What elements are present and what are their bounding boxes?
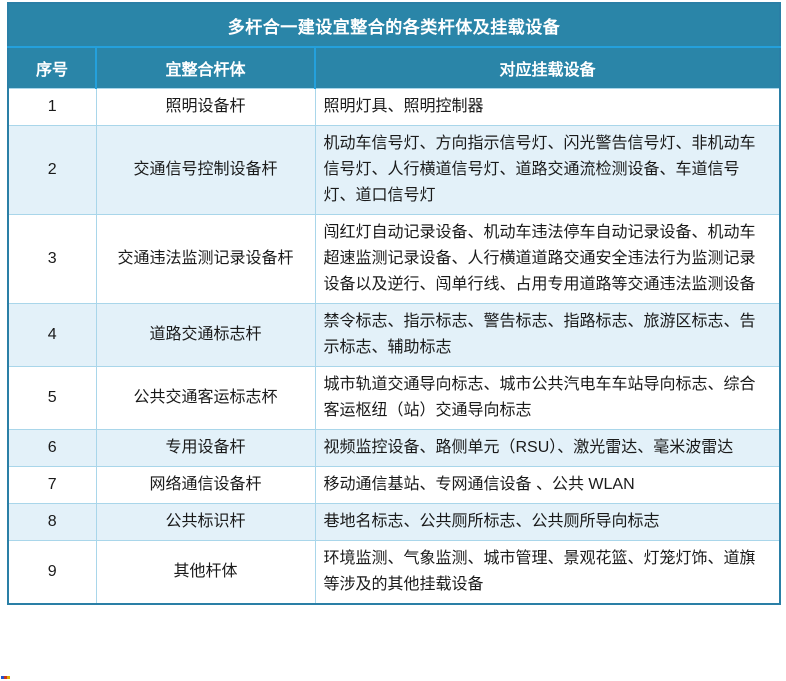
row-index-cell: 7	[7, 466, 97, 504]
devices-cell: 环境监测、气象监测、城市管理、景观花篮、灯笼灯饰、道旗等涉及的其他挂载设备	[314, 540, 781, 605]
row-index-cell: 9	[7, 540, 97, 605]
pole-type-cell: 交通违法监测记录设备杆	[95, 214, 316, 304]
table-row: 9 其他杆体 环境监测、气象监测、城市管理、景观花篮、灯笼灯饰、道旗等涉及的其他…	[7, 540, 781, 605]
devices-cell: 视频监控设备、路侧单元（RSU）、激光雷达、毫米波雷达	[314, 429, 781, 467]
col-header-devices: 对应挂载设备	[314, 47, 780, 89]
pole-type-cell: 公共标识杆	[95, 503, 316, 541]
table-title: 多杆合一建设宜整合的各类杆体及挂载设备	[8, 3, 780, 48]
table-row: 6 专用设备杆 视频监控设备、路侧单元（RSU）、激光雷达、毫米波雷达	[7, 429, 781, 467]
devices-cell: 移动通信基站、专网通信设备 、公共 WLAN	[314, 466, 781, 504]
pole-integration-table: 多杆合一建设宜整合的各类杆体及挂载设备 序号 宜整合杆体 对应挂载设备 1 照明…	[7, 2, 781, 605]
row-index-cell: 5	[7, 366, 97, 430]
row-index-cell: 2	[7, 125, 97, 215]
row-index-cell: 8	[7, 503, 97, 541]
table-row: 8 公共标识杆 巷地名标志、公共厕所标志、公共厕所导向标志	[7, 503, 781, 541]
pole-type-cell: 公共交通客运标志杯	[95, 366, 316, 430]
col-header-pole-type: 宜整合杆体	[95, 47, 315, 89]
table-row: 4 道路交通标志杆 禁令标志、指示标志、警告标志、指路标志、旅游区标志、告示标志…	[7, 303, 781, 367]
table-row: 2 交通信号控制设备杆 机动车信号灯、方向指示信号灯、闪光警告信号灯、非机动车信…	[7, 125, 781, 215]
devices-cell: 禁令标志、指示标志、警告标志、指路标志、旅游区标志、告示标志、辅助标志	[314, 303, 781, 367]
row-index-cell: 1	[7, 88, 97, 126]
table-row: 3 交通违法监测记录设备杆 闯红灯自动记录设备、机动车违法停车自动记录设备、机动…	[7, 214, 781, 304]
devices-cell: 巷地名标志、公共厕所标志、公共厕所导向标志	[314, 503, 781, 541]
pole-type-cell: 交通信号控制设备杆	[95, 125, 316, 215]
table-row: 7 网络通信设备杆 移动通信基站、专网通信设备 、公共 WLAN	[7, 466, 781, 504]
title-row: 多杆合一建设宜整合的各类杆体及挂载设备	[8, 3, 780, 48]
header-row: 序号 宜整合杆体 对应挂载设备	[8, 47, 780, 89]
pole-type-cell: 网络通信设备杆	[95, 466, 316, 504]
devices-cell: 照明灯具、照明控制器	[314, 88, 781, 126]
row-index-cell: 4	[7, 303, 97, 367]
pole-type-cell: 道路交通标志杆	[95, 303, 316, 367]
devices-cell: 城市轨道交通导向标志、城市公共汽电车车站导向标志、综合客运枢纽（站）交通导向标志	[314, 366, 781, 430]
col-header-index: 序号	[8, 47, 96, 89]
devices-cell: 闯红灯自动记录设备、机动车违法停车自动记录设备、机动车超速监测记录设备、人行横道…	[314, 214, 781, 304]
pole-type-cell: 照明设备杆	[95, 88, 316, 126]
table-row: 1 照明设备杆 照明灯具、照明控制器	[7, 88, 781, 126]
devices-cell: 机动车信号灯、方向指示信号灯、闪光警告信号灯、非机动车信号灯、人行横道信号灯、道…	[314, 125, 781, 215]
pole-type-cell: 专用设备杆	[95, 429, 316, 467]
pole-type-cell: 其他杆体	[95, 540, 316, 605]
row-index-cell: 3	[7, 214, 97, 304]
row-index-cell: 6	[7, 429, 97, 467]
artifact-mark	[1, 676, 10, 679]
table-row: 5 公共交通客运标志杯 城市轨道交通导向标志、城市公共汽电车车站导向标志、综合客…	[7, 366, 781, 430]
